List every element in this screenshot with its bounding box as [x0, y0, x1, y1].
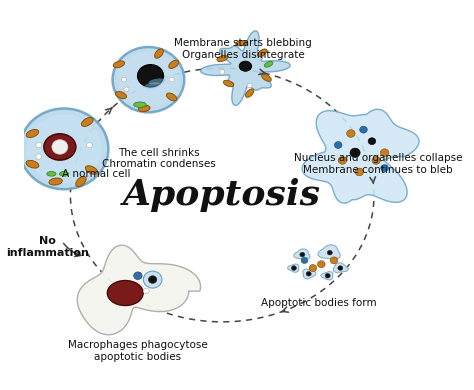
Circle shape: [318, 261, 325, 268]
Ellipse shape: [82, 117, 93, 126]
Circle shape: [86, 142, 92, 148]
Ellipse shape: [166, 93, 177, 101]
Circle shape: [20, 108, 109, 189]
Ellipse shape: [239, 61, 252, 71]
Circle shape: [381, 165, 388, 172]
Polygon shape: [318, 245, 340, 259]
Circle shape: [355, 168, 364, 176]
Circle shape: [301, 257, 308, 263]
Ellipse shape: [262, 74, 271, 82]
Circle shape: [330, 257, 338, 264]
Circle shape: [134, 272, 142, 280]
Ellipse shape: [148, 78, 165, 85]
Circle shape: [292, 266, 296, 270]
Circle shape: [346, 129, 355, 137]
Circle shape: [368, 138, 376, 145]
Circle shape: [306, 271, 311, 276]
Text: Membrane starts blebbing
Organelles disintegrate: Membrane starts blebbing Organelles disi…: [174, 38, 312, 60]
Circle shape: [143, 289, 149, 294]
Ellipse shape: [47, 172, 56, 176]
Circle shape: [124, 87, 129, 92]
Circle shape: [143, 271, 162, 288]
Polygon shape: [303, 269, 316, 279]
Circle shape: [360, 126, 367, 133]
Circle shape: [309, 264, 317, 271]
Ellipse shape: [246, 89, 254, 98]
Circle shape: [350, 148, 360, 157]
Circle shape: [118, 52, 179, 107]
Text: No
inflammation: No inflammation: [6, 236, 89, 258]
Circle shape: [27, 115, 102, 183]
Polygon shape: [321, 272, 333, 280]
Ellipse shape: [137, 65, 164, 87]
Text: Apoptosis: Apoptosis: [123, 178, 321, 212]
Ellipse shape: [26, 129, 39, 138]
Polygon shape: [288, 264, 299, 272]
Circle shape: [121, 77, 127, 82]
Ellipse shape: [134, 102, 146, 107]
Circle shape: [300, 252, 305, 257]
Ellipse shape: [236, 40, 246, 46]
Circle shape: [338, 156, 346, 164]
Polygon shape: [77, 245, 201, 335]
Ellipse shape: [49, 178, 62, 185]
Ellipse shape: [85, 166, 98, 174]
Circle shape: [335, 142, 342, 149]
Text: The cell shrinks
Chromatin condenses: The cell shrinks Chromatin condenses: [102, 148, 216, 169]
Ellipse shape: [116, 91, 127, 99]
Circle shape: [169, 77, 174, 82]
Circle shape: [327, 250, 332, 255]
Text: Apoptotic bodies form: Apoptotic bodies form: [262, 298, 377, 308]
Ellipse shape: [217, 55, 228, 62]
Polygon shape: [201, 31, 290, 105]
Text: A normal cell: A normal cell: [62, 169, 130, 179]
Text: Nucleus and organelles collapse
Membrane continues to bleb: Nucleus and organelles collapse Membrane…: [294, 153, 463, 175]
Ellipse shape: [169, 60, 179, 69]
Polygon shape: [302, 109, 419, 203]
Ellipse shape: [144, 82, 161, 89]
Ellipse shape: [59, 172, 69, 176]
Circle shape: [36, 154, 42, 159]
Ellipse shape: [113, 61, 125, 68]
Polygon shape: [333, 263, 348, 273]
Polygon shape: [294, 249, 310, 259]
Ellipse shape: [138, 105, 150, 112]
Circle shape: [113, 47, 184, 112]
Ellipse shape: [26, 160, 39, 168]
Ellipse shape: [223, 80, 234, 87]
Circle shape: [247, 83, 252, 88]
Ellipse shape: [258, 49, 267, 57]
Circle shape: [338, 266, 343, 270]
Ellipse shape: [107, 280, 143, 305]
Circle shape: [325, 273, 330, 278]
Circle shape: [219, 70, 225, 74]
Ellipse shape: [264, 61, 273, 67]
Circle shape: [148, 276, 157, 284]
Ellipse shape: [155, 49, 164, 58]
Circle shape: [372, 156, 380, 164]
Text: Macrophages phagocytose
apoptotic bodies: Macrophages phagocytose apoptotic bodies: [68, 340, 208, 362]
Circle shape: [52, 140, 68, 154]
Ellipse shape: [44, 134, 76, 160]
Circle shape: [380, 149, 389, 156]
Ellipse shape: [76, 176, 86, 187]
Circle shape: [36, 142, 42, 148]
